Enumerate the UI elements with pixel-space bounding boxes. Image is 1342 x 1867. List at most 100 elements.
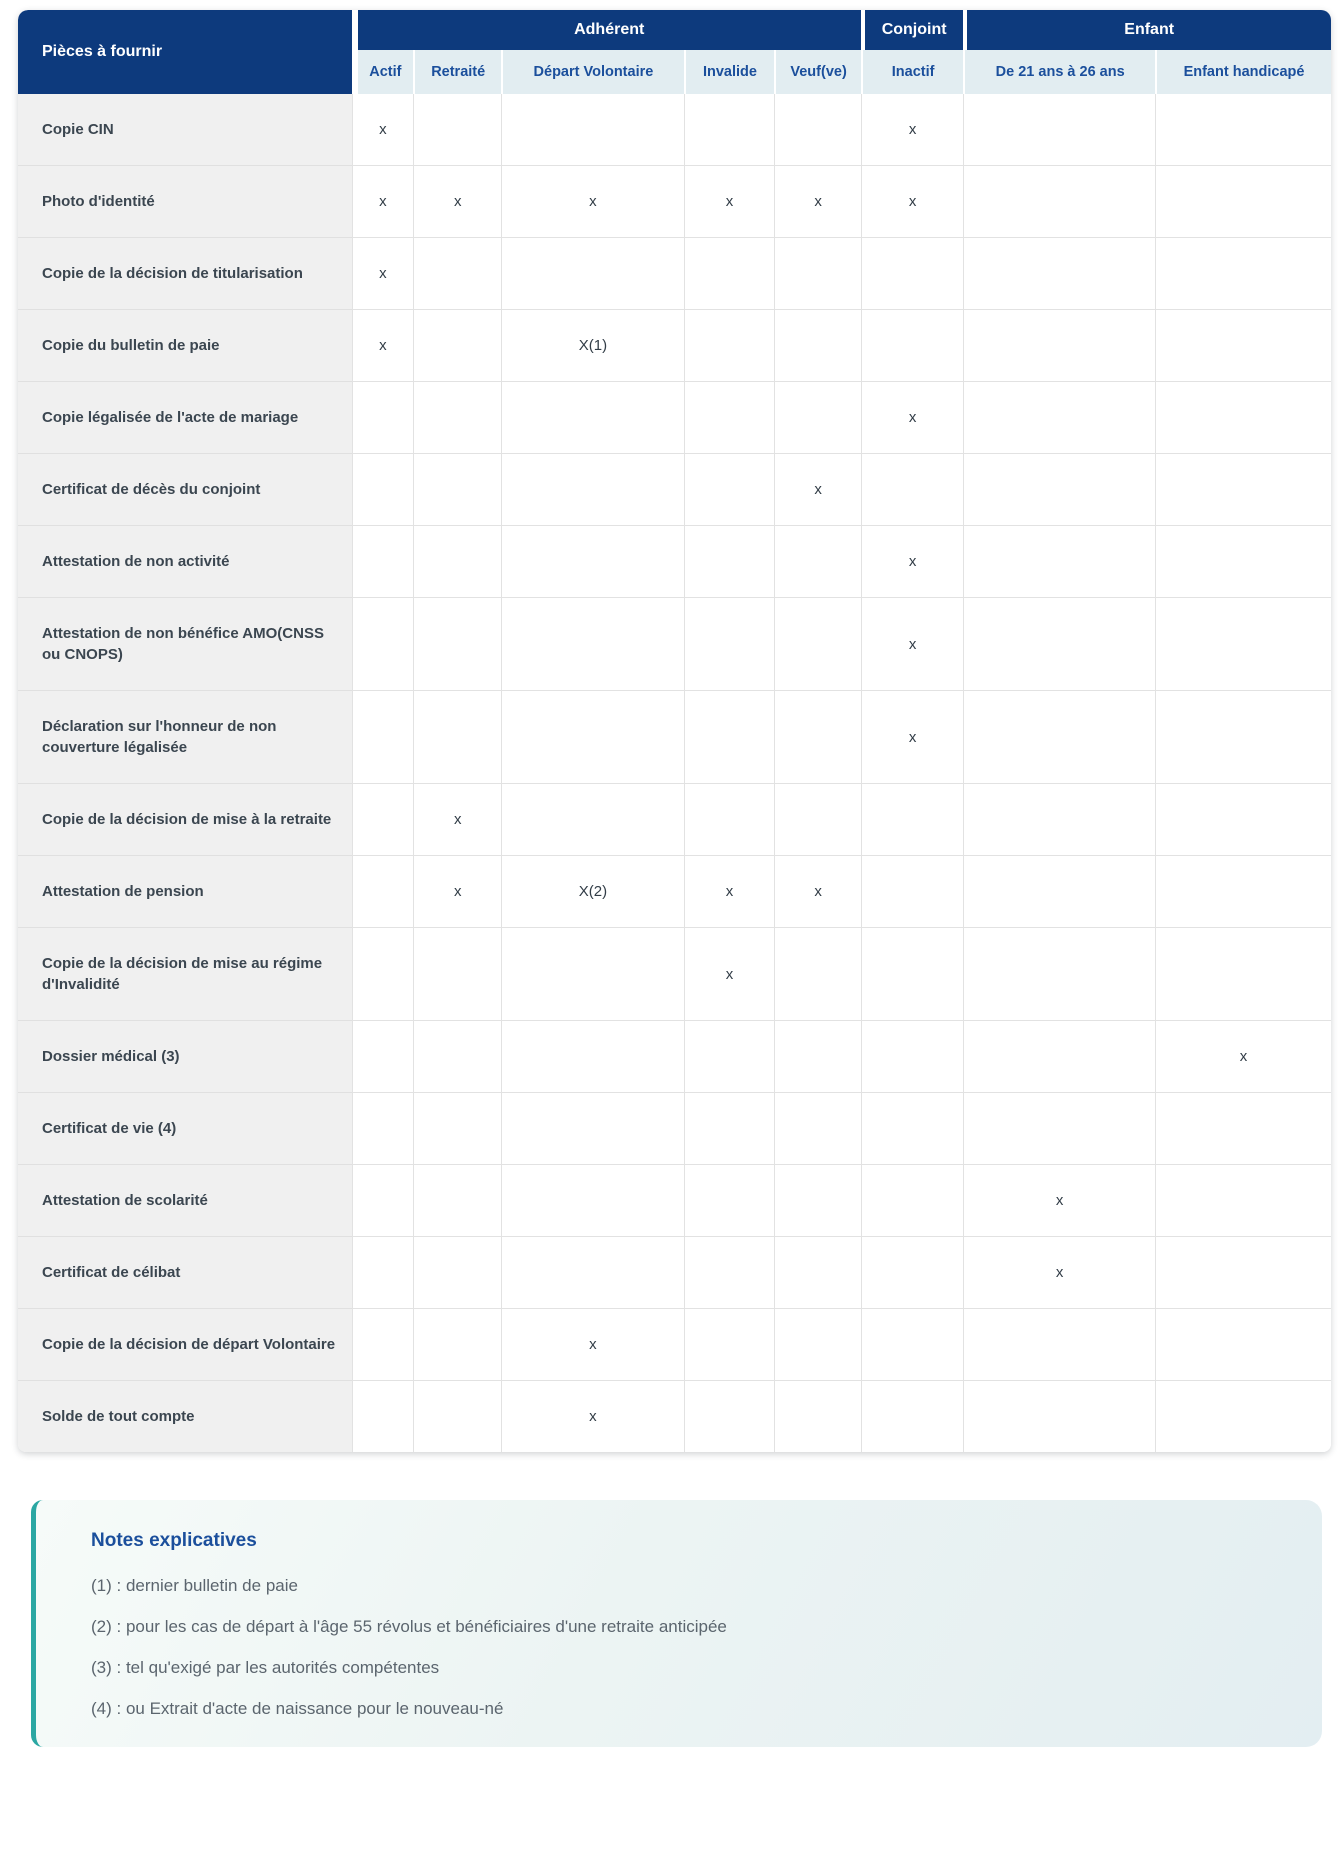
row-label-cell: Certificat de décès du conjoint [18,454,352,526]
mark-cell [774,1381,861,1452]
mark-cell [860,928,964,1021]
mark-cell [1155,526,1331,598]
mark-cell [774,1309,861,1381]
mark-cell [963,238,1156,310]
mark-cell [963,1021,1156,1093]
mark-cell [413,1381,502,1452]
mark-cell [351,382,414,454]
mark-cell [351,1381,414,1452]
mark-cell [501,1237,684,1309]
mark-cell: x [860,598,964,691]
mark-cell [501,526,684,598]
mark-cell: x [683,928,775,1021]
column-header-7: De 21 ans à 26 ans [963,50,1156,94]
mark-cell [351,598,414,691]
mark-cell [683,238,775,310]
mark-cell: x [413,784,502,856]
group-header-adherent: Adhérent [351,10,861,50]
mark-cell [774,598,861,691]
row-label-cell: Copie de la décision de départ Volontair… [18,1309,352,1381]
mark-cell [1155,856,1331,928]
mark-cell [351,691,414,784]
table-row: Copie de la décision de mise au régime d… [18,928,1331,1021]
mark-cell [501,598,684,691]
mark-cell [1155,454,1331,526]
mark-cell [351,1093,414,1165]
mark-cell: x [413,166,502,238]
mark-cell [413,928,502,1021]
mark-cell [1155,1165,1331,1237]
mark-cell: x [860,94,964,166]
mark-cell [413,526,502,598]
mark-cell [963,928,1156,1021]
mark-cell [860,784,964,856]
mark-cell: x [351,238,414,310]
table-row: Copie CIN x x [18,94,1331,166]
notes-title: Notes explicatives [91,1530,257,1551]
mark-cell [860,856,964,928]
mark-cell [501,454,684,526]
column-header-2: Retraité [413,50,502,94]
row-label-cell: Attestation de non activité [18,526,352,598]
mark-cell: x [501,1309,684,1381]
mark-cell [963,382,1156,454]
mark-cell [774,238,861,310]
mark-cell: x [1155,1021,1331,1093]
note-item: (2) : pour les cas de départ à l'âge 55 … [91,1617,727,1636]
column-header-5: Veuf(ve) [774,50,861,94]
documents-table-card: Pièces à fournir Adhérent Conjoint Enfan… [18,10,1331,1452]
mark-cell [683,1309,775,1381]
mark-cell [351,1237,414,1309]
row-label-cell: Photo d'identité [18,166,352,238]
mark-cell [501,691,684,784]
row-label-cell: Attestation de pension [18,856,352,928]
mark-cell [501,238,684,310]
mark-cell [683,454,775,526]
mark-cell [774,1165,861,1237]
mark-cell [351,526,414,598]
mark-cell [683,691,775,784]
mark-cell [774,382,861,454]
mark-cell [774,310,861,382]
mark-cell [963,166,1156,238]
mark-cell [683,784,775,856]
mark-cell [683,1165,775,1237]
row-label-cell: Copie légalisée de l'acte de mariage [18,382,352,454]
mark-cell [963,1381,1156,1452]
mark-cell [1155,784,1331,856]
group-header-enfant: Enfant [963,10,1331,50]
mark-cell: x [501,1381,684,1452]
corner-header-pieces-a-fournir: Pièces à fournir [18,10,352,94]
mark-cell [413,1237,502,1309]
mark-cell [860,1165,964,1237]
mark-cell [683,526,775,598]
mark-cell: x [351,94,414,166]
mark-cell [774,94,861,166]
table-row: Copie du bulletin de paie x X(1) [18,310,1331,382]
mark-cell: x [774,856,861,928]
mark-cell [1155,1093,1331,1165]
mark-cell [860,238,964,310]
column-header-8: Enfant handicapé [1155,50,1331,94]
row-label-cell: Attestation de non bénéfice AMO(CNSS ou … [18,598,352,691]
mark-cell [774,1093,861,1165]
row-label-cell: Copie de la décision de titularisation [18,238,352,310]
row-label-cell: Copie CIN [18,94,352,166]
mark-cell [774,1021,861,1093]
mark-cell: x [501,166,684,238]
table-row: Copie de la décision de départ Volontair… [18,1309,1331,1381]
mark-cell [774,928,861,1021]
mark-cell: x [683,856,775,928]
column-header-6: Inactif [860,50,964,94]
table-row: Déclaration sur l'honneur de non couvert… [18,691,1331,784]
mark-cell [963,1093,1156,1165]
table-row: Copie légalisée de l'acte de mariage x [18,382,1331,454]
mark-cell [351,1309,414,1381]
mark-cell: x [860,166,964,238]
mark-cell [963,784,1156,856]
mark-cell [860,1309,964,1381]
group-header-row: Pièces à fournir Adhérent Conjoint Enfan… [18,10,1331,94]
row-label-cell: Copie de la décision de mise au régime d… [18,928,352,1021]
mark-cell [1155,94,1331,166]
